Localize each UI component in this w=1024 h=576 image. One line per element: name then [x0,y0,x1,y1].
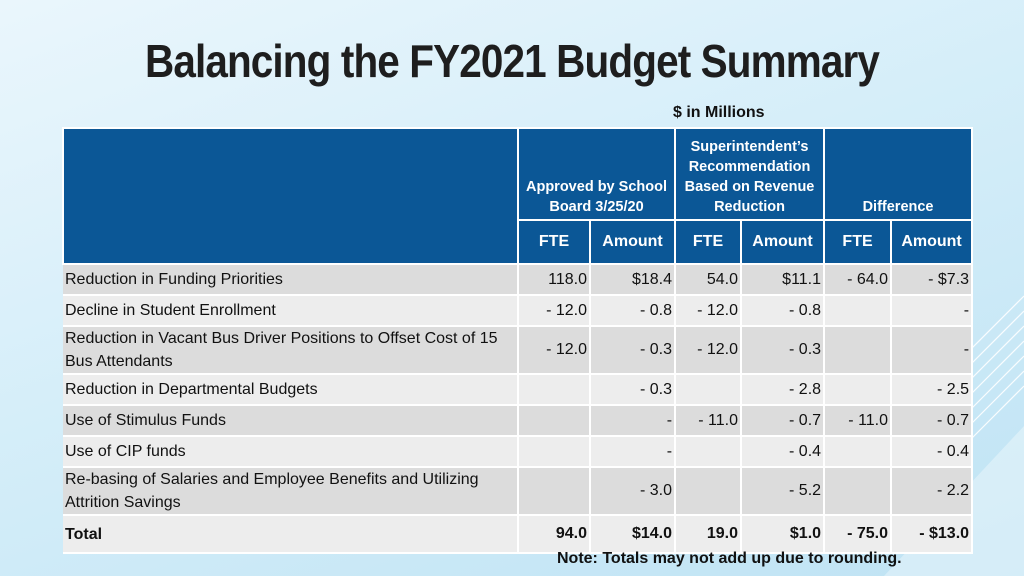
subheader-amount: Amount [588,219,677,265]
cell-value: - $13.0 [891,515,974,554]
table-subheader-row: FTE Amount FTE Amount FTE Amount [62,219,974,265]
cell-value: - 11.0 [675,405,743,437]
cell-value: - [891,326,974,375]
cell-value: - [891,295,974,327]
cell-value: - 12.0 [518,326,591,375]
cell-value [824,326,893,375]
subheader-fte: FTE [823,219,893,265]
table-row: Reduction in Funding Priorities 118.0 $1… [63,264,974,296]
subheader-blank-cell [62,220,519,265]
subheader-amount: Amount [740,219,826,265]
cell-value: - 0.7 [741,405,826,437]
header-superintendent: Superintendent’s Recommendation Based on… [674,127,826,221]
table-header-row: Approved by School Board 3/25/20 Superin… [62,127,974,221]
cell-value: - $7.3 [891,264,974,296]
row-label: Use of CIP funds [63,436,519,468]
cell-value [675,467,743,516]
cell-value: - 12.0 [518,295,591,327]
cell-value: 54.0 [675,264,743,296]
table-row: Use of CIP funds - - 0.4 - 0.4 [63,436,974,468]
cell-value: - 75.0 [824,515,893,554]
budget-summary-table: Approved by School Board 3/25/20 Superin… [62,127,974,554]
header-difference: Difference [823,127,974,221]
row-label: Reduction in Vacant Bus Driver Positions… [63,326,519,375]
table-row: Reduction in Departmental Budgets - 0.3 … [63,374,974,406]
cell-value: - 12.0 [675,326,743,375]
cell-value: $18.4 [590,264,677,296]
cell-value: - 11.0 [824,405,893,437]
cell-value: - 2.5 [891,374,974,406]
cell-value: 19.0 [675,515,743,554]
cell-value [675,436,743,468]
cell-value [518,436,591,468]
row-label: Reduction in Departmental Budgets [63,374,519,406]
subheader-amount: Amount [890,219,974,265]
table-row: Decline in Student Enrollment - 12.0 - 0… [63,295,974,327]
cell-value: - 2.2 [891,467,974,516]
cell-value: - 0.7 [891,405,974,437]
cell-value: - 0.3 [590,326,677,375]
table-total-row: Total 94.0 $14.0 19.0 $1.0 - 75.0 - $13.… [63,515,974,554]
cell-value: - 0.3 [590,374,677,406]
cell-value [824,467,893,516]
cell-value [518,467,591,516]
cell-value: - [590,405,677,437]
cell-value: $14.0 [590,515,677,554]
cell-value: $11.1 [741,264,826,296]
row-label: Use of Stimulus Funds [63,405,519,437]
cell-value [824,295,893,327]
cell-value [824,436,893,468]
row-label: Decline in Student Enrollment [63,295,519,327]
table-row: Use of Stimulus Funds - - 11.0 - 0.7 - 1… [63,405,974,437]
cell-value: - 12.0 [675,295,743,327]
cell-value [518,374,591,406]
cell-value: - 3.0 [590,467,677,516]
cell-value: - 5.2 [741,467,826,516]
cell-value: - 2.8 [741,374,826,406]
rounding-note: Note: Totals may not add up due to round… [557,550,902,567]
row-label: Total [63,515,519,554]
header-blank-cell [62,127,519,220]
table-row: Reduction in Vacant Bus Driver Positions… [63,326,974,375]
cell-value [675,374,743,406]
row-label: Reduction in Funding Priorities [63,264,519,296]
subheader-fte: FTE [517,219,591,265]
cell-value: - 0.3 [741,326,826,375]
cell-value: 94.0 [518,515,591,554]
cell-value: - 0.8 [590,295,677,327]
cell-value: 118.0 [518,264,591,296]
slide-title: Balancing the FY2021 Budget Summary [144,35,880,87]
subheader-fte: FTE [674,219,743,265]
cell-value [518,405,591,437]
cell-value: - 0.8 [741,295,826,327]
header-approved: Approved by School Board 3/25/20 [516,127,677,221]
units-label: $ in Millions [673,104,765,121]
row-label: Re-basing of Salaries and Employee Benef… [63,467,519,516]
cell-value: - 0.4 [741,436,826,468]
cell-value: $1.0 [741,515,826,554]
cell-value: - 0.4 [891,436,974,468]
cell-value: - 64.0 [824,264,893,296]
cell-value [824,374,893,406]
cell-value: - [590,436,677,468]
table-row: Re-basing of Salaries and Employee Benef… [63,467,974,516]
